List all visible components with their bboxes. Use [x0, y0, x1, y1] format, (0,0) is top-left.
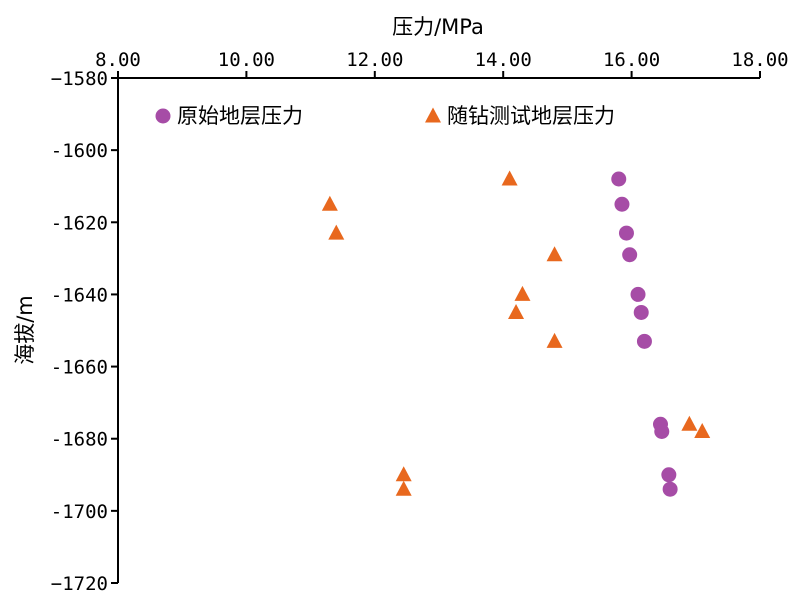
legend: 原始地层压力 随钻测试地层压力: [155, 104, 615, 128]
x-tick-label: 18.00: [731, 49, 788, 71]
y-tick-label: -1680: [51, 429, 108, 451]
circle-point: [636, 333, 652, 349]
y-tick-label: −1720: [51, 573, 108, 595]
y-tick-label: −1580: [51, 68, 108, 90]
legend-circle-marker: [155, 108, 171, 124]
circle-point: [630, 286, 646, 302]
x-axis-title: 压力/MPa: [392, 15, 484, 39]
legend-label: 随钻测试地层压力: [447, 104, 615, 128]
triangle-point: [501, 170, 518, 186]
circle-point: [611, 171, 627, 187]
triangle-point: [546, 332, 563, 348]
x-tick-label: 16.00: [603, 49, 660, 71]
circle-point: [654, 424, 670, 439]
legend-label: 原始地层压力: [177, 104, 303, 128]
circle-point: [622, 247, 638, 263]
circle-point: [614, 196, 630, 212]
y-tick-label: -1700: [51, 501, 108, 523]
circle-point: [661, 467, 677, 483]
axes: 8.00 10.00 12.00 14.00 16.00 18.00 −1580 -1600 -…: [51, 49, 789, 595]
circle-point: [618, 225, 634, 241]
x-tick-label: 12.00: [346, 49, 403, 71]
triangle-point: [694, 423, 711, 438]
triangle-point: [395, 480, 412, 496]
legend-triangle-marker: [425, 107, 441, 123]
legend-item: 原始地层压力: [155, 104, 303, 128]
triangle-point: [321, 195, 338, 211]
legend-item: 随钻测试地层压力: [425, 104, 615, 128]
y-axis-title: 海拔/m: [13, 295, 37, 365]
y-tick-label: -1660: [51, 357, 108, 379]
data-points: [321, 170, 711, 497]
x-tick-label: 10.00: [218, 49, 275, 71]
y-tick-label: -1620: [51, 212, 108, 234]
triangle-point: [514, 285, 531, 301]
triangle-point: [546, 246, 563, 262]
triangle-point: [395, 466, 412, 482]
series-1: [611, 171, 678, 497]
y-tick-label: -1600: [51, 140, 108, 162]
circle-point: [662, 481, 678, 497]
circle-point: [633, 304, 649, 320]
x-tick-label: 14.00: [475, 49, 532, 71]
triangle-point: [328, 224, 345, 240]
x-tick-label: 8.00: [95, 49, 141, 71]
triangle-point: [681, 415, 698, 431]
series-2: [321, 170, 711, 496]
triangle-point: [508, 303, 525, 319]
y-tick-label: -1640: [51, 284, 108, 306]
